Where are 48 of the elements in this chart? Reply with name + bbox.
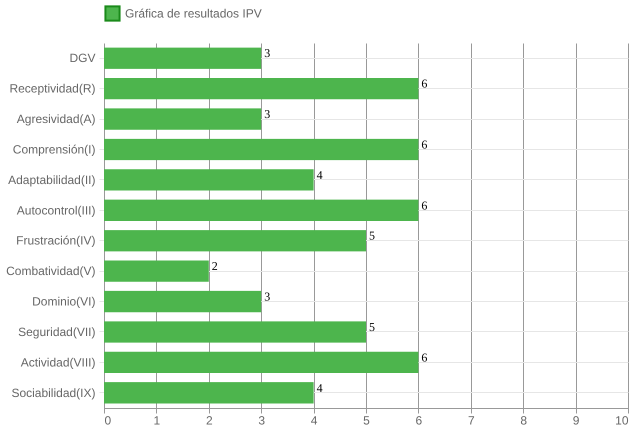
bar: [104, 230, 366, 252]
legend-label: Gráfica de resultados IPV: [125, 6, 262, 20]
y-tick-label: Seguridad(VII): [18, 324, 96, 339]
y-tick-label: Receptividad(R): [9, 82, 96, 96]
bar: [104, 352, 418, 374]
x-tick-label: 10: [615, 414, 629, 428]
data-label: 5: [369, 320, 375, 334]
x-tick-label: 6: [416, 414, 423, 428]
bar: [104, 200, 418, 221]
x-tick-label: 5: [363, 414, 370, 428]
y-tick-label: DGV: [69, 51, 96, 66]
data-label: 6: [421, 350, 428, 364]
y-tick-label: Frustración(IV): [16, 234, 96, 248]
y-tick-label: Combatividad(V): [6, 264, 96, 278]
x-tick-label: 2: [206, 414, 213, 428]
x-tick-label: 4: [310, 414, 318, 428]
x-tick-label: 0: [104, 414, 112, 428]
y-tick-label: Sociabilidad(IX): [11, 386, 96, 400]
x-tick-label: 7: [468, 414, 475, 428]
data-label: 6: [421, 198, 428, 212]
x-tick-label: 8: [520, 414, 528, 428]
data-label: 3: [264, 107, 270, 122]
data-label: 4: [316, 168, 323, 182]
bar: [104, 78, 418, 100]
data-label: 5: [369, 228, 375, 243]
data-label: 2: [212, 259, 218, 274]
bar: [104, 169, 314, 191]
bar: [104, 382, 314, 404]
y-tick-label: Adaptabilidad(II): [8, 172, 96, 187]
y-tick-label: Comprensión(I): [12, 142, 96, 156]
bar: [104, 260, 209, 282]
bar: [104, 138, 418, 160]
bar: [104, 48, 262, 69]
x-tick-label: 3: [258, 414, 266, 428]
y-tick-label: Autocontrol(III): [16, 203, 96, 218]
data-label: 3: [264, 290, 270, 304]
y-tick-label: Actividad(VIII): [20, 355, 96, 370]
y-tick-label: Agresividad(A): [16, 112, 96, 126]
x-tick-label: 9: [572, 414, 580, 428]
bar: [104, 290, 262, 312]
bar: [104, 321, 366, 343]
bar: [104, 108, 262, 130]
data-label: 3: [264, 46, 270, 60]
data-label: 6: [421, 76, 428, 91]
y-tick-label: Dominio(VI): [32, 294, 96, 309]
data-label: 6: [421, 137, 428, 152]
x-tick-label: 1: [154, 414, 161, 428]
data-label: 4: [316, 380, 323, 395]
